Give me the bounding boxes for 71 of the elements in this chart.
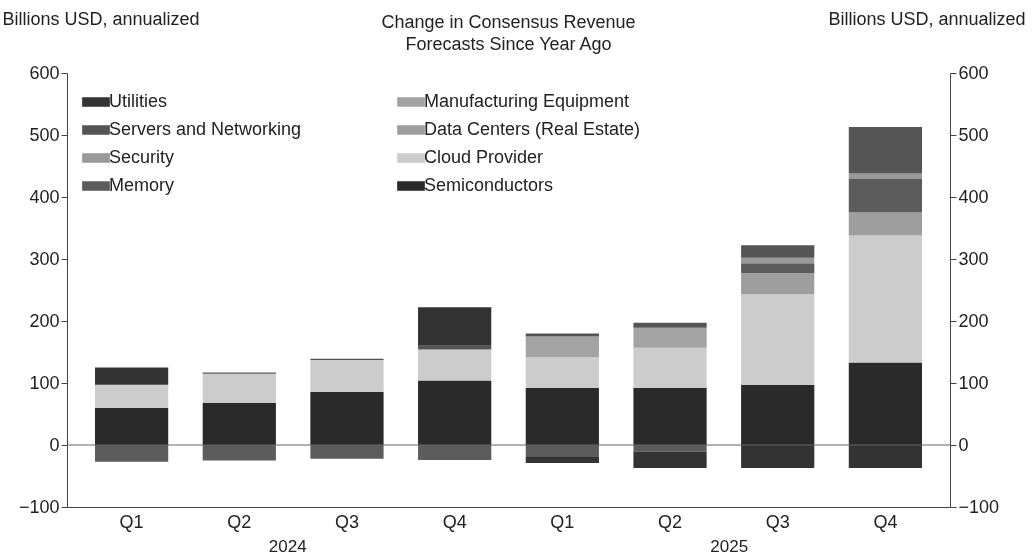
legend-label: Manufacturing Equipment [424, 91, 630, 111]
bar [633, 347, 707, 388]
bar [741, 445, 815, 468]
bar [95, 384, 169, 408]
bar [525, 456, 599, 463]
bar [633, 387, 707, 445]
x-tick-label: Q4 [873, 511, 898, 532]
y2-tick-label: 600 [958, 62, 989, 83]
legend-label: Utilities [109, 91, 168, 111]
legend-label: Cloud Provider [424, 147, 544, 167]
bar [525, 333, 599, 337]
bar [633, 327, 707, 348]
bar [848, 179, 922, 213]
text: 2024 [268, 537, 307, 556]
bar [310, 391, 384, 445]
y2-tick-label: 100 [958, 372, 989, 393]
y-axis-title: Billions USD, annualized [2, 8, 200, 29]
bar [418, 307, 492, 346]
x-tick-label: Q3 [765, 511, 790, 532]
y2-tick-label: −100 [958, 496, 1000, 517]
bar [848, 235, 922, 363]
bar [741, 245, 815, 258]
legend-label: Memory [109, 175, 175, 195]
bar [418, 349, 492, 381]
y-tick-label: 500 [29, 124, 60, 145]
bar [848, 445, 922, 468]
y-tick-label: 400 [29, 186, 60, 207]
bar [95, 367, 169, 385]
bar [848, 126, 922, 174]
x-tick-label: Q4 [442, 511, 467, 532]
legend-label: Data Centers (Real Estate) [424, 119, 641, 139]
y-tick-label: 300 [29, 248, 60, 269]
text: 2025 [710, 537, 749, 556]
y-tick-label: 200 [29, 310, 60, 331]
bar [418, 380, 492, 445]
bar [741, 294, 815, 385]
bar [418, 345, 492, 350]
x-tick-label: Q1 [550, 511, 575, 532]
y-tick-label: 0 [49, 434, 60, 455]
x-tick-label: Q1 [119, 511, 144, 532]
bar [525, 336, 599, 357]
bar [202, 402, 276, 445]
bar [848, 362, 922, 445]
y2-tick-label: 500 [958, 124, 989, 145]
y-tick-label: 100 [29, 372, 60, 393]
bar [95, 407, 169, 445]
bar [525, 356, 599, 388]
bar [633, 322, 707, 328]
legend-label: Servers and Networking [109, 119, 302, 139]
legend-label: Semiconductors [424, 175, 554, 195]
bar [741, 273, 815, 295]
bar [633, 451, 707, 468]
bar [848, 173, 922, 180]
y-tick-label: −100 [18, 496, 60, 517]
x-tick-label: Q2 [227, 511, 252, 532]
y2-tick-label: 0 [958, 434, 969, 455]
y-tick-label: 600 [29, 62, 60, 83]
y2-axis-title: Billions USD, annualized [828, 8, 1026, 29]
bar [202, 373, 276, 403]
bar [741, 263, 815, 274]
x-tick-label: Q3 [334, 511, 359, 532]
chart-title: Change in Consensus Revenue Forecasts Since Year Ago [381, 12, 636, 54]
x-tick-label: Q2 [658, 511, 683, 532]
y2-tick-label: 200 [958, 310, 989, 331]
legend-label: Security [109, 147, 175, 167]
y2-tick-label: 400 [958, 186, 989, 207]
bar [848, 212, 922, 236]
bar [310, 360, 384, 392]
bar [525, 387, 599, 445]
y2-tick-label: 300 [958, 248, 989, 269]
bar [741, 384, 815, 445]
